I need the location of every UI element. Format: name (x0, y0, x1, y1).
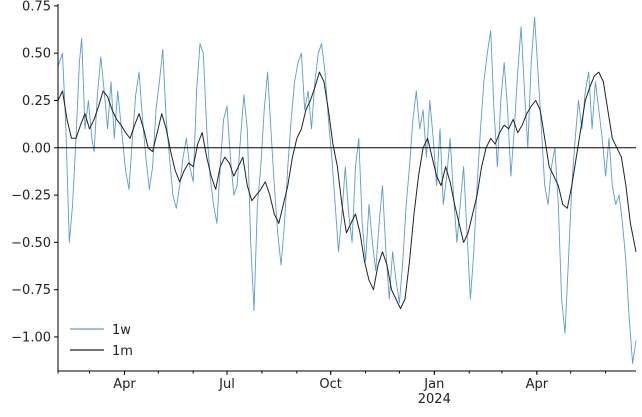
x-tick-label: Oct (319, 377, 341, 392)
x-axis-year-label: 2024 (418, 392, 451, 407)
x-tick-label: Jul (218, 377, 235, 392)
legend-label: 1m (112, 344, 133, 359)
series-layer (57, 16, 637, 364)
x-tick-label: Apr (526, 377, 549, 392)
y-axis-ticks: 0.75 0.50 0.25 0.00 −0.25 −0.50 −0.75 −1.00 (11, 0, 58, 345)
y-tick-label: −1.00 (11, 330, 51, 345)
y-tick-label: −0.50 (11, 236, 51, 251)
x-axis-ticks: Apr Jul Oct Jan Apr (57, 371, 607, 392)
series-line-1w (57, 16, 637, 364)
x-tick-label: Jan (423, 377, 444, 392)
y-tick-label: 0.75 (22, 0, 51, 14)
series-line-1m (57, 71, 637, 310)
y-tick-label: 0.50 (22, 47, 51, 62)
y-tick-label: −0.25 (11, 189, 51, 204)
x-tick-label: Apr (113, 377, 136, 392)
y-tick-label: 0.00 (22, 141, 51, 156)
y-tick-label: −0.75 (11, 283, 51, 298)
legend-label: 1w (112, 323, 131, 338)
y-tick-label: 0.25 (22, 94, 51, 109)
